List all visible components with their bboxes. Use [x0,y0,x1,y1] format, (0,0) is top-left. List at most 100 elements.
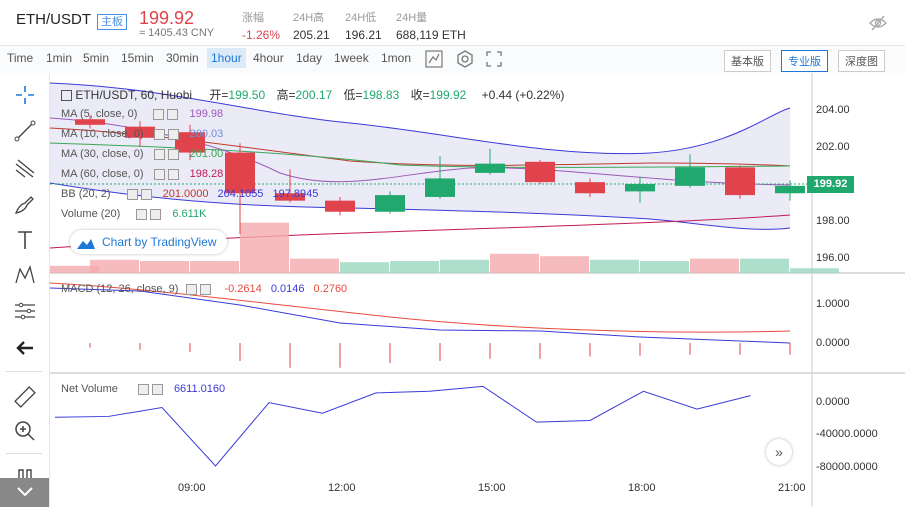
candle-body [125,126,155,138]
pair-name: ETH/USDT [16,11,91,28]
board-tag: 主板 [97,14,127,30]
volume-bar [190,261,239,273]
volume-bar [740,258,789,273]
indicator-macd[interactable]: MACD (12, 26, close, 9) -0.2614 0.0146 0… [61,283,348,295]
tab-pro[interactable]: 专业版 [781,50,828,72]
tf-30min[interactable]: 30min [166,51,199,65]
indicator-icon[interactable] [424,49,444,69]
time-axis-tick: 12:00 [328,482,356,494]
volume-bar [340,262,389,273]
indicator-bb[interactable]: BB (20, 2) 201.0000 204.1055 197.8945 [61,188,319,200]
drawing-toolbar [0,73,50,507]
back-arrow-icon[interactable] [13,336,37,360]
tf-1min[interactable]: 1min [46,51,73,65]
volume-bar [540,256,589,273]
candle-body [525,161,555,183]
tab-basic[interactable]: 基本版 [724,50,771,72]
low-value: 198.83 [362,88,400,102]
time-axis-tick: 15:00 [478,482,506,494]
volume-bar [390,261,439,273]
price-axis-tick: 198.00 [816,215,850,227]
trend-line-icon[interactable] [13,119,37,143]
tf-1hour[interactable]: 1hour [207,48,246,68]
volume-bar [90,259,139,273]
candle-body [775,185,805,194]
macd-signal-line [50,282,791,333]
stat-change: 涨幅 -1.26% [242,12,281,42]
volume-bar [790,268,839,273]
zoom-in-icon[interactable] [13,419,37,443]
volume-bar [290,258,339,273]
tf-1week[interactable]: 1week [334,51,369,65]
change-value: +0.44 (+0.22%) [481,88,565,102]
tradingview-badge[interactable]: Chart by TradingView [70,230,227,254]
text-tool-icon[interactable] [13,228,37,252]
indicator-volume[interactable]: Volume (20) 6.611K [61,208,207,220]
tf-1mon[interactable]: 1mon [381,51,412,65]
open-value: 199.50 [228,88,266,102]
nv-axis-tick: 0.0000 [816,396,850,408]
volume-bar [240,222,289,273]
indicator-net-volume[interactable]: Net Volume 6611.0160 [61,383,226,395]
price-axis-tick: 196.00 [816,252,850,264]
chart-title: ETH/USDT, 60, Huobi [75,88,193,102]
volume-bars [50,222,839,273]
candle-body [575,182,605,194]
chart-legend-title: ETH/USDT, 60, Huobi 开=199.50 高=200.17 低=… [61,86,564,103]
fib-icon[interactable] [13,299,37,323]
nv-axis-tick: -80000.0000 [816,461,878,473]
ruler-icon[interactable] [13,385,37,409]
sidebar-expand[interactable] [0,478,49,507]
hide-eye-icon[interactable] [869,14,887,32]
indicator-ma30[interactable]: MA (30, close, 0) 201.00 [61,148,224,160]
tf-15min[interactable]: 15min [121,51,154,65]
scroll-to-latest-button[interactable]: » [766,439,792,465]
time-axis-tick: 09:00 [178,482,206,494]
volume-bar [590,259,639,273]
current-price-tag: 199.92 [807,176,854,193]
candle-body [725,167,755,196]
tf-4hour[interactable]: 4hour [253,51,284,65]
indicator-ma60[interactable]: MA (60, close, 0) 198.28 [61,168,224,180]
net-volume-line [54,385,751,467]
price-axis-tick: 202.00 [816,141,850,153]
bb-upper-line [50,82,791,155]
candle-body [675,167,705,186]
candle-body [625,184,655,192]
pattern-icon[interactable] [13,263,37,287]
stat-low: 24H低 196.21 [345,12,382,42]
indicator-ma5[interactable]: MA (5, close, 0) 199.98 [61,108,224,120]
volume-bar [140,261,189,273]
bb-lower-line [50,182,791,230]
tradingview-logo-icon [77,238,95,249]
fullscreen-icon[interactable] [484,49,504,69]
pitchfork-icon[interactable] [13,156,37,180]
price-axis-tick: 204.00 [816,104,850,116]
candle-body [425,178,455,197]
candle-body [175,132,205,153]
crosshair-icon[interactable] [13,83,37,107]
tf-1day[interactable]: 1day [296,51,323,65]
nv-axis-tick: -40000.0000 [816,428,878,440]
macd-histogram [89,343,791,368]
brush-icon[interactable] [13,193,37,217]
tab-depth[interactable]: 深度图 [838,50,885,72]
volume-bar [490,253,539,273]
tf-time[interactable]: Time [7,51,34,65]
candle-body [325,200,355,212]
settings-icon[interactable] [455,49,475,69]
time-axis-tick: 18:00 [628,482,656,494]
volume-bar [440,259,489,273]
chevron-down-icon [17,487,33,497]
collapse-icon[interactable] [61,90,72,102]
indicator-ma10[interactable]: MA (10, close, 0) 200.03 [61,128,224,140]
candle-body [75,119,105,125]
chart-toolbar: Time 1min 5min 15min 30min 1hour 4hour 1… [0,45,905,74]
last-price: 199.92 [139,8,195,28]
volume-bar [640,261,689,273]
volume-bar [690,258,739,273]
candle-body [375,195,405,212]
tf-5min[interactable]: 5min [83,51,110,65]
volume-bar [50,265,99,273]
stat-volume: 24H量 688,119 ETH [396,12,466,42]
